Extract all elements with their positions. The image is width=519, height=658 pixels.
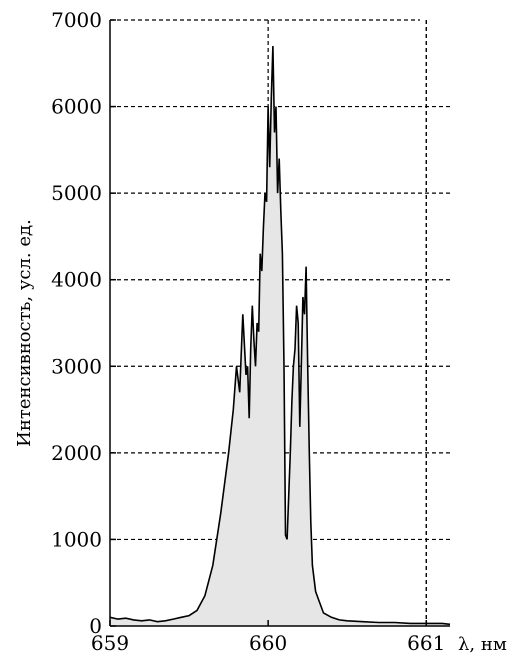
x-tick-label: 661 (407, 631, 445, 655)
y-tick-label: 2000 (51, 441, 102, 465)
intensity-line (109, 45, 451, 626)
y-tick-label: 3000 (51, 354, 102, 378)
y-axis-label: Интенсивность, усл. ед. (14, 219, 35, 447)
intensity-area (110, 46, 450, 626)
x-tick-labels: 659 660 661 (91, 631, 445, 655)
y-tick-label: 4000 (51, 268, 102, 292)
y-tick-label: 0 (89, 614, 102, 638)
y-tick-label: 1000 (51, 527, 102, 551)
x-axis-label: λ, нм (458, 634, 507, 655)
x-tick-label: 659 (91, 631, 129, 655)
y-tick-label: 5000 (51, 181, 102, 205)
y-tick-label: 7000 (51, 8, 102, 32)
y-tick-labels: 0 1000 2000 3000 4000 5000 6000 7000 (51, 8, 102, 638)
x-tick-label: 660 (249, 631, 287, 655)
y-tick-label: 6000 (51, 95, 102, 119)
plot-frame (109, 19, 450, 627)
